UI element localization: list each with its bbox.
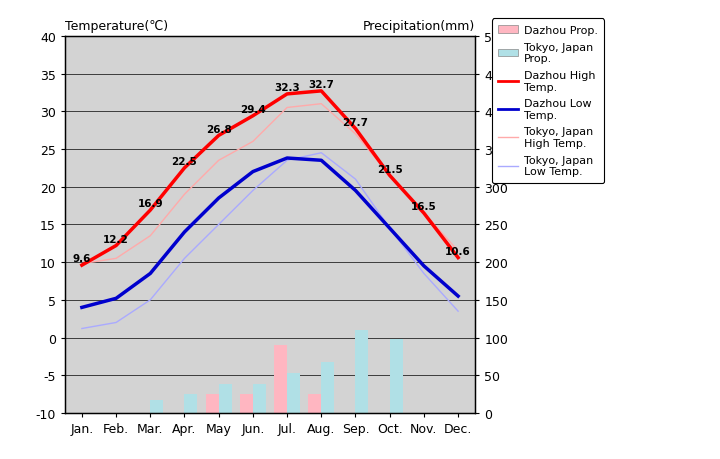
- Text: 16.5: 16.5: [411, 202, 437, 212]
- Bar: [150, 400, 163, 413]
- Text: 32.7: 32.7: [308, 80, 334, 90]
- Bar: [308, 394, 321, 413]
- Bar: [171, 413, 184, 423]
- Bar: [287, 373, 300, 413]
- Bar: [458, 413, 471, 449]
- Bar: [424, 413, 437, 418]
- Text: 12.2: 12.2: [103, 234, 129, 244]
- Bar: [138, 413, 150, 459]
- Bar: [445, 413, 458, 459]
- Bar: [356, 330, 369, 413]
- Text: 27.7: 27.7: [343, 118, 369, 128]
- Text: 32.3: 32.3: [274, 83, 300, 93]
- Bar: [390, 339, 402, 413]
- Bar: [82, 413, 95, 449]
- Text: 16.9: 16.9: [138, 199, 163, 209]
- Text: 29.4: 29.4: [240, 105, 266, 115]
- Text: 22.5: 22.5: [171, 157, 197, 167]
- Bar: [253, 385, 266, 413]
- Bar: [411, 413, 424, 459]
- Text: 9.6: 9.6: [73, 254, 91, 264]
- Legend: Dazhou Prop., Tokyo, Japan
Prop., Dazhou High
Temp., Dazhou Low
Temp., Tokyo, Ja: Dazhou Prop., Tokyo, Japan Prop., Dazhou…: [492, 19, 605, 184]
- Bar: [116, 413, 129, 449]
- Text: 10.6: 10.6: [445, 246, 471, 256]
- Bar: [274, 345, 287, 413]
- Bar: [184, 394, 197, 413]
- Bar: [219, 385, 232, 413]
- Bar: [377, 413, 390, 442]
- Text: 26.8: 26.8: [206, 124, 232, 134]
- Bar: [103, 413, 116, 459]
- Bar: [69, 413, 82, 459]
- Bar: [240, 394, 253, 413]
- Text: Precipitation(mm): Precipitation(mm): [363, 20, 475, 33]
- Bar: [206, 394, 219, 413]
- Text: 21.5: 21.5: [377, 164, 402, 174]
- Text: Temperature(℃): Temperature(℃): [65, 20, 168, 33]
- Bar: [321, 362, 334, 413]
